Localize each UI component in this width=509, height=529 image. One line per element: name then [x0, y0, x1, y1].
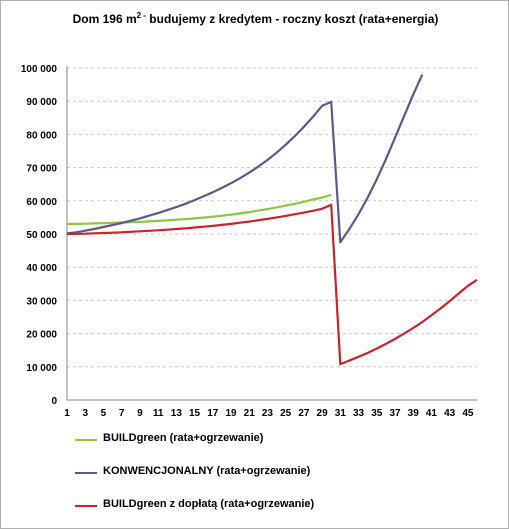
x-tick-label: 27 [298, 408, 310, 419]
x-tick-label: 13 [171, 408, 183, 419]
y-tick-label: 20 000 [26, 330, 57, 341]
legend-swatch-red [75, 505, 97, 507]
x-tick-label: 29 [317, 408, 329, 419]
series-line-2 [66, 74, 424, 244]
x-tick-label: 1 [64, 408, 70, 419]
x-tick-label: 15 [189, 408, 201, 419]
x-tick-label: 9 [137, 408, 143, 419]
y-tick-label: 10 000 [26, 363, 57, 374]
y-tick-label: 90 000 [26, 97, 57, 108]
x-tick-label: 17 [207, 408, 219, 419]
title-rest: budujemy z kredytem - roczny koszt (rata… [145, 12, 439, 26]
x-tick-label: 19 [225, 408, 237, 419]
x-tick-label: 31 [335, 408, 347, 419]
chart-title: Dom 196 m2 - budujemy z kredytem - roczn… [1, 11, 509, 26]
legend-label: KONWENCJONALNY (rata+ogrzewanie) [103, 465, 311, 477]
x-tick-label: 35 [371, 408, 383, 419]
y-tick-label: 0 [51, 396, 57, 407]
title-superscript: 2 - [136, 11, 146, 20]
y-tick-label: 40 000 [26, 263, 57, 274]
line-chart: 0 10 000 20 000 30 000 40 000 50 000 60 000 70 … [21, 64, 478, 419]
series-line-3 [66, 203, 478, 366]
y-tick-label: 80 000 [26, 130, 57, 141]
x-tick-label: 41 [426, 408, 438, 419]
legend-label: BUILDgreen (rata+ogrzewanie) [103, 432, 264, 444]
title-main: Dom 196 m [72, 12, 137, 26]
y-tick-label: 50 000 [26, 230, 57, 241]
x-tick-label: 39 [408, 408, 420, 419]
legend-label: BUILDgreen z dopłatą (rata+ogrzewanie) [103, 498, 315, 510]
series-line-1 [66, 193, 332, 226]
x-tick-label: 33 [353, 408, 365, 419]
x-tick-label: 23 [262, 408, 274, 419]
x-tick-label: 7 [119, 408, 125, 419]
x-tick-label: 25 [280, 408, 292, 419]
x-tick-label: 43 [444, 408, 456, 419]
y-tick-label: 100 000 [21, 64, 58, 75]
x-tick-label: 3 [82, 408, 88, 419]
y-tick-label: 70 000 [26, 164, 57, 175]
x-tick-label: 37 [389, 408, 401, 419]
legend-swatch-purple [75, 472, 97, 474]
legend-swatch-green [75, 439, 97, 441]
x-tick-label: 11 [153, 408, 164, 419]
x-tick-label: 21 [244, 408, 256, 419]
y-tick-label: 60 000 [26, 197, 57, 208]
x-tick-label: 5 [101, 408, 107, 419]
y-tick-label: 30 000 [26, 296, 57, 307]
x-tick-label: 45 [462, 408, 474, 419]
